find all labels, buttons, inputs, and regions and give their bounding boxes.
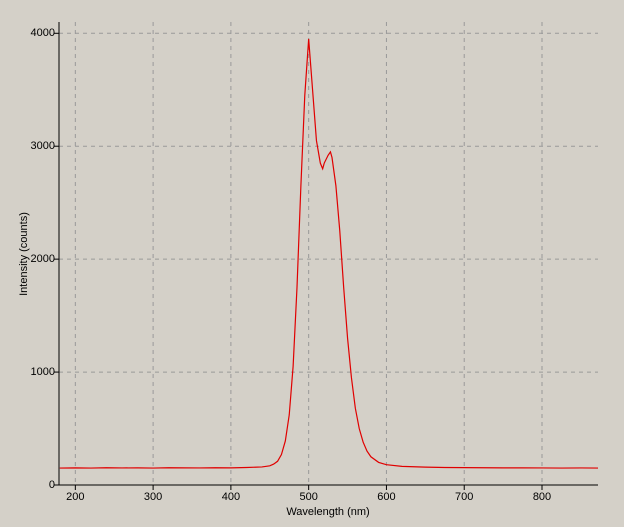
- x-tick-label: 700: [455, 491, 473, 503]
- x-tick-label: 200: [66, 491, 84, 503]
- x-tick-label: 400: [222, 491, 240, 503]
- y-axis-label: Intensity (counts): [18, 212, 30, 296]
- y-tick-label: 3000: [31, 140, 55, 152]
- x-tick-label: 300: [144, 491, 162, 503]
- y-tick-label: 1000: [31, 366, 55, 378]
- x-tick-label: 600: [377, 491, 395, 503]
- y-tick-label: 4000: [31, 27, 55, 39]
- spectrum-line: [59, 38, 599, 469]
- x-tick-label: 500: [299, 491, 317, 503]
- y-tick-label: 2000: [31, 253, 55, 265]
- y-tick-label: 0: [49, 479, 55, 491]
- x-axis-label: Wavelength (nm): [286, 506, 369, 518]
- x-tick-label: 800: [533, 491, 551, 503]
